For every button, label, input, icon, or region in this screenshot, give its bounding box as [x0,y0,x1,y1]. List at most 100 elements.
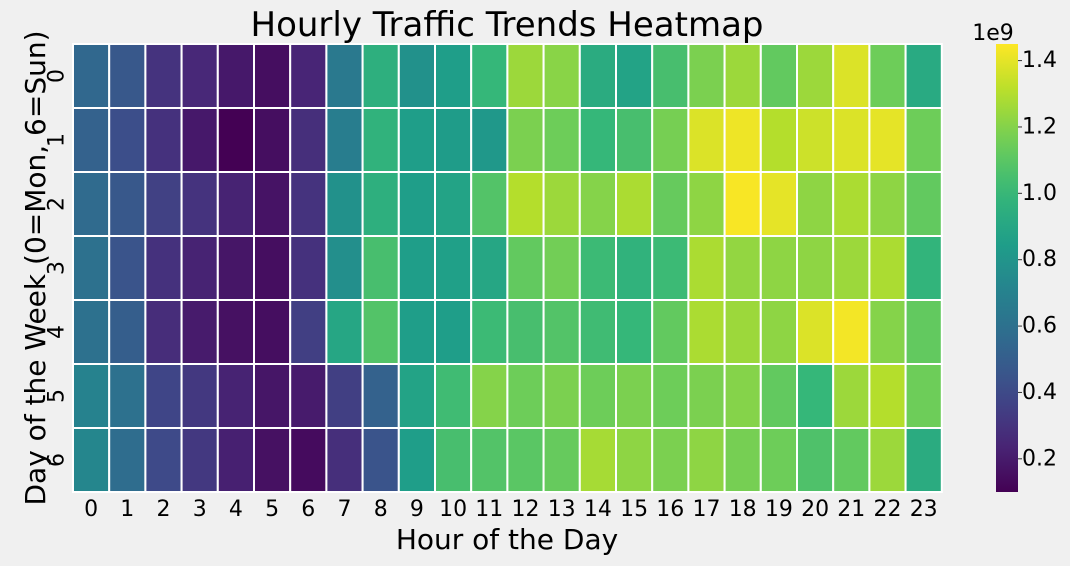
heatmap-cell-d0-h8 [361,43,400,109]
heatmap-cell-d4-h11 [470,299,509,365]
heatmap-cell-d6-h23 [904,427,943,493]
heatmap-cell-d6-h15 [615,427,654,493]
y-axis-label: Day of the Week (0=Mon, 6=Sun) [19,30,52,505]
heatmap-cell-d4-h23 [904,299,943,365]
heatmap-cell-d0-h0 [72,43,111,109]
heatmap-cell-d5-h7 [325,363,364,429]
heatmap-cell-d0-h12 [506,43,545,109]
heatmap-cell-d1-h2 [144,107,183,173]
heatmap-cell-d0-h2 [144,43,183,109]
heatmap-cell-d6-h8 [361,427,400,493]
y-tick-label: 1 [45,133,70,147]
heatmap-cell-d6-h12 [506,427,545,493]
heatmap-cell-d1-h0 [72,107,111,173]
heatmap-cell-d5-h16 [651,363,690,429]
x-tick-label: 22 [874,497,902,522]
heatmap-cell-d6-h11 [470,427,509,493]
heatmap-cell-d5-h20 [796,363,835,429]
heatmap-cell-d3-h19 [759,235,798,301]
heatmap-cell-d3-h12 [506,235,545,301]
heatmap-cell-d6-h10 [434,427,473,493]
heatmap-cell-d5-h6 [289,363,328,429]
x-tick-label: 2 [157,497,171,522]
heatmap-cell-d1-h9 [397,107,436,173]
heatmap-cell-d2-h15 [615,171,654,237]
heatmap-cell-d4-h4 [216,299,256,365]
heatmap-cell-d5-h13 [542,363,581,429]
heatmap-cell-d4-h6 [289,299,328,365]
heatmap-cell-d3-h21 [832,235,871,301]
heatmap-cell-d0-h17 [687,43,726,109]
heatmap-cell-d3-h14 [578,235,617,301]
heatmap-cell-d2-h11 [470,171,509,237]
heatmap-cell-d2-h16 [651,171,690,237]
heatmap-cell-d0-h10 [434,43,473,109]
heatmap-cell-d3-h1 [108,235,147,301]
x-tick-label: 17 [693,497,721,522]
heatmap-cell-d2-h12 [506,171,545,237]
x-axis-label: Hour of the Day [396,523,618,556]
colorbar-tick-label: 1.0 [1022,181,1057,206]
heatmap-cell-d6-h0 [72,427,111,493]
heatmap-cell-d0-h20 [796,43,835,109]
x-tick-label: 6 [301,497,315,522]
heatmap-cell-d4-h5 [253,299,292,365]
heatmap-cell-d6-h17 [687,427,726,493]
heatmap-cell-d0-h1 [108,43,147,109]
x-tick-label: 4 [229,497,243,522]
heatmap-cell-d1-h11 [470,107,509,173]
heatmap-cell-d2-h17 [687,171,726,237]
heatmap-cell-d1-h5 [253,107,292,173]
heatmap-cell-d0-h11 [470,43,509,109]
heatmap-cell-d5-h11 [470,363,509,429]
heatmap-cell-d2-h10 [434,171,473,237]
heatmap-cell-d2-h23 [904,171,943,237]
heatmap-cell-d4-h19 [759,299,798,365]
x-tick-label: 0 [84,497,98,522]
heatmap-cell-d6-h13 [542,427,581,493]
x-tick-label: 16 [656,497,684,522]
x-tick-label: 1 [120,497,134,522]
heatmap-cell-d2-h1 [108,171,147,237]
heatmap-cell-d3-h0 [72,235,111,301]
heatmap-cell-d1-h8 [361,107,400,173]
heatmap-cell-d1-h14 [578,107,617,173]
heatmap-cell-d4-h1 [108,299,147,365]
heatmap-cell-d1-h22 [868,107,907,173]
heatmap-cell-d3-h20 [796,235,835,301]
heatmap-cell-d0-h22 [868,43,907,109]
heatmap-cell-d0-h6 [289,43,328,109]
x-tick-label: 5 [265,497,279,522]
heatmap-cell-d0-h5 [253,43,292,109]
heatmap-cell-d5-h10 [434,363,473,429]
heatmap-cell-d3-h9 [397,235,436,301]
heatmap-cell-d2-h19 [759,171,798,237]
heatmap-cell-d0-h18 [723,43,762,109]
heatmap-cell-d3-h2 [144,235,183,301]
colorbar-tick-label: 1.2 [1022,114,1057,139]
heatmap-cell-d3-h7 [325,235,364,301]
heatmap-cell-d4-h8 [361,299,400,365]
heatmap-cell-d2-h14 [578,171,617,237]
heatmap-cell-d6-h21 [832,427,871,493]
heatmap-cell-d2-h8 [361,171,400,237]
heatmap-cell-d3-h10 [434,235,473,301]
colorbar-tick-label: 0.8 [1022,247,1057,272]
heatmap-cell-d3-h23 [904,235,943,301]
colorbar-tick-label: 0.4 [1022,380,1057,405]
y-tick-label: 6 [45,453,70,467]
heatmap-cell-d1-h15 [615,107,654,173]
heatmap-cell-d6-h4 [216,427,256,493]
heatmap-cell-d1-h21 [832,107,871,173]
heatmap-cell-d5-h22 [868,363,907,429]
heatmap-cell-d5-h9 [397,363,436,429]
heatmap-cell-d0-h16 [651,43,690,109]
heatmap-cell-d1-h4 [216,107,256,173]
colorbar-tick-label: 0.2 [1022,446,1057,471]
y-tick-labels: 0 1 2 3 4 5 6 [45,69,70,467]
heatmap-cell-d6-h18 [723,427,762,493]
heatmap-cell-d2-h0 [72,171,111,237]
heatmap-cells [72,43,943,493]
x-tick-labels: 0 1 2 3 4 5 6 7 8 9 10 11 12 13 14 15 16 17 18 19 20 21 22 23 [84,497,938,522]
